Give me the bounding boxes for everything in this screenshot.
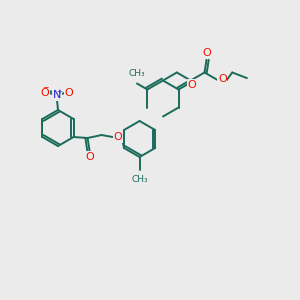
Text: O: O (85, 152, 94, 162)
Text: +: + (57, 88, 62, 94)
Text: CH₃: CH₃ (131, 175, 148, 184)
Text: O: O (202, 49, 211, 58)
Text: CH₃: CH₃ (129, 70, 145, 79)
Text: −: − (42, 83, 48, 92)
Text: O: O (40, 88, 50, 98)
Text: O: O (218, 74, 227, 85)
Text: O: O (64, 88, 74, 98)
Text: N: N (53, 90, 61, 100)
Text: O: O (113, 132, 122, 142)
Text: O: O (188, 80, 196, 89)
